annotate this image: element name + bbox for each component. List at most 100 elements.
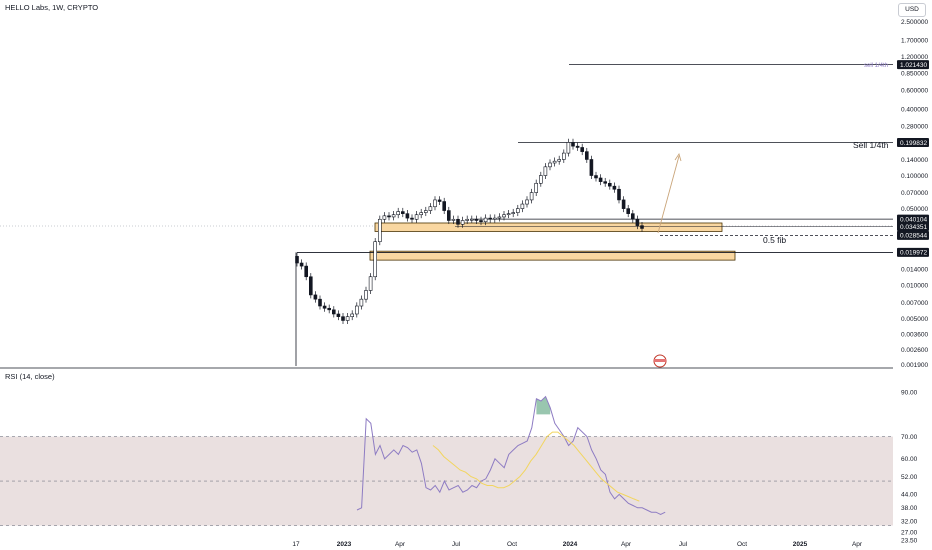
candle	[295, 252, 299, 267]
sell-quarter-small-label: sell 1/4th	[864, 63, 888, 69]
candle-body	[460, 220, 465, 225]
candle-body	[336, 313, 341, 317]
price-tag-text: 0.040104	[900, 216, 927, 223]
candle-body	[469, 218, 474, 221]
price-tag: 1.021430	[897, 60, 929, 70]
candle	[410, 214, 414, 223]
candle	[451, 215, 456, 224]
candle-body	[350, 313, 355, 317]
candle-body	[391, 214, 396, 218]
candle-body	[414, 214, 419, 220]
candle-body	[598, 177, 603, 182]
price-pane[interactable]	[0, 64, 893, 366]
candle	[428, 203, 433, 215]
candle	[479, 216, 483, 226]
price-axis-label: 0.050000	[901, 206, 928, 213]
candle	[382, 212, 387, 223]
candle	[525, 196, 529, 208]
price-axis-label: 0.280000	[901, 124, 928, 131]
rsi-axis-label: 23.50	[901, 537, 918, 544]
candle-body	[571, 142, 575, 147]
candle-body	[318, 298, 322, 307]
price-tag-text: 0.199832	[900, 140, 927, 147]
candle	[350, 310, 355, 321]
candle-body	[580, 147, 585, 152]
candle	[621, 196, 626, 213]
price-tag-text: 0.019972	[900, 250, 927, 257]
time-axis-label: Oct	[507, 541, 517, 548]
zone-2[interactable]	[369, 250, 736, 261]
candle	[354, 302, 359, 318]
price-axis-label: 0.007000	[901, 300, 928, 307]
candle-body	[377, 218, 382, 243]
candle-body	[341, 316, 345, 321]
candle-body	[387, 215, 391, 218]
candle	[589, 155, 594, 179]
price-tag-box	[897, 214, 929, 224]
candle-body	[525, 199, 529, 205]
candle-body	[327, 307, 332, 311]
price-axis-label: 0.014000	[901, 267, 928, 274]
candle	[433, 196, 437, 211]
projection-arrowhead	[674, 152, 682, 162]
candle	[566, 138, 571, 157]
currency-button[interactable]: USD	[898, 3, 926, 17]
price-axis-label: 0.140000	[901, 157, 928, 164]
candle-body	[511, 212, 516, 214]
candle-body	[630, 213, 635, 220]
candle	[630, 209, 635, 223]
price-axis-label: 0.003600	[901, 332, 928, 339]
rsi-ma-line	[432, 431, 640, 502]
alert-badge[interactable]	[653, 354, 667, 368]
candle-body	[621, 199, 626, 209]
candle	[607, 179, 612, 190]
projection-arrow[interactable]	[657, 155, 680, 234]
price-tag: 0.028544	[897, 230, 929, 240]
candle	[594, 171, 598, 182]
candle-body	[557, 159, 562, 162]
time-axis-label: Jul	[679, 541, 688, 548]
candle-body	[603, 181, 608, 184]
price-axis-label: 0.100000	[901, 173, 928, 180]
zone-1[interactable]	[374, 222, 723, 232]
price-tag: 0.040104	[897, 214, 929, 224]
candle	[511, 208, 516, 218]
candle	[617, 185, 621, 204]
price-tag-text: 0.034351	[900, 224, 927, 231]
rsi-axis-label: 44.00	[901, 492, 918, 499]
candle-body	[488, 217, 493, 220]
candle-body	[575, 145, 580, 148]
candle	[318, 295, 322, 310]
candle	[465, 215, 470, 224]
candle-body	[640, 225, 644, 229]
candle	[640, 221, 644, 232]
candle-body	[483, 217, 488, 223]
candle	[469, 215, 474, 223]
candle	[571, 138, 575, 150]
candle-body	[566, 142, 571, 154]
price-axis-label: 0.005000	[901, 316, 928, 323]
candle	[552, 157, 557, 167]
time-axis-label: Oct	[737, 541, 747, 548]
candle	[322, 302, 327, 312]
candle	[635, 215, 640, 230]
rsi-axis-label: 70.00	[901, 434, 918, 441]
candle-body	[506, 213, 511, 216]
candle-body	[502, 214, 506, 218]
time-axis-label: 17	[292, 541, 300, 548]
candle	[423, 206, 428, 217]
candle-body	[345, 316, 350, 321]
price-tag: 0.019972	[897, 247, 929, 257]
candle	[575, 142, 580, 151]
candle-body	[442, 201, 447, 211]
candle-body	[295, 256, 299, 264]
price-axis-label: 0.070000	[901, 190, 928, 197]
candle-body	[446, 210, 451, 221]
candle	[580, 143, 585, 156]
price-tag-box	[897, 222, 929, 232]
candle-body	[419, 212, 424, 216]
candle-body	[456, 218, 460, 225]
candle-body	[548, 162, 552, 168]
candle-body	[368, 276, 373, 291]
